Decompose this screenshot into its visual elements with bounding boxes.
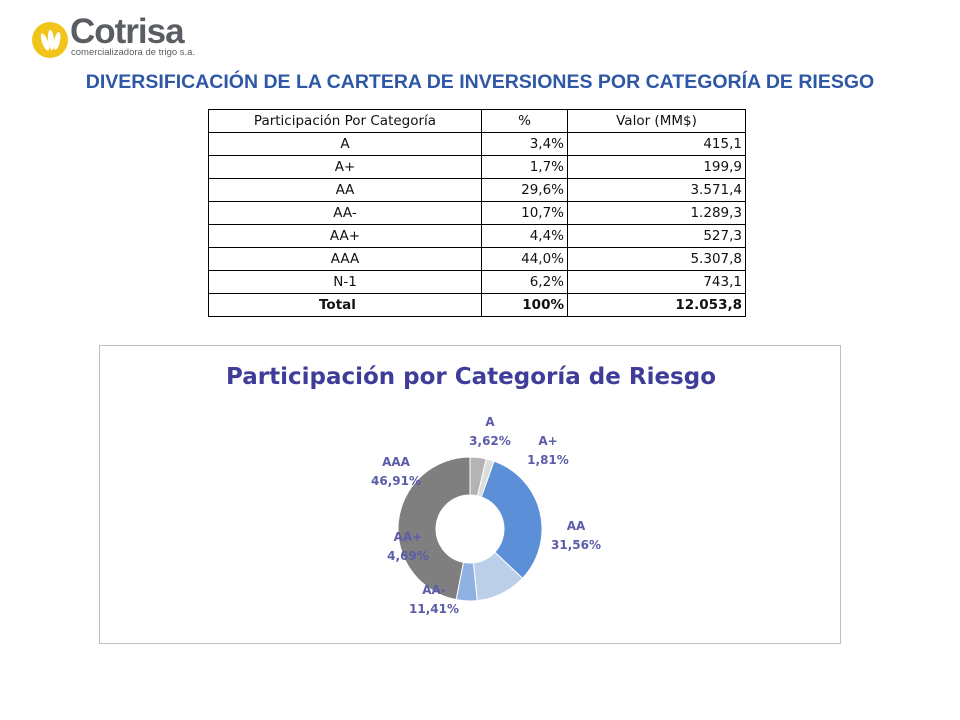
cell-category: A+	[208, 155, 482, 179]
cell-value: 527,3	[567, 224, 746, 248]
table-row: AA+ 4,4% 527,3	[208, 224, 746, 248]
table-header-row: Participación Por Categoría % Valor (MM$…	[208, 109, 746, 133]
cell-percent: 29,6%	[481, 178, 568, 202]
column-header-value: Valor (MM$)	[567, 109, 746, 133]
data-label-value: 4,69%	[387, 549, 429, 563]
cell-value: 743,1	[567, 270, 746, 294]
chart-container: Participación por Categoría de Riesgo A 3…	[99, 345, 841, 644]
data-label-category: AA	[567, 519, 586, 533]
data-label-value: 3,62%	[469, 434, 511, 448]
cell-value: 3.571,4	[567, 178, 746, 202]
cell-percent: 1,7%	[481, 155, 568, 179]
data-label-value: 11,41%	[409, 602, 459, 616]
table-row: A+ 1,7% 199,9	[208, 155, 746, 179]
cell-value: 199,9	[567, 155, 746, 179]
cell-category: AA-	[208, 201, 482, 225]
data-label-category: A	[485, 415, 495, 429]
page-title: DIVERSIFICACIÓN DE LA CARTERA DE INVERSI…	[85, 71, 875, 93]
data-label-value: 31,56%	[551, 538, 601, 552]
table-row: A 3,4% 415,1	[208, 132, 746, 156]
cell-category: AAA	[208, 247, 482, 271]
data-label-value: 1,81%	[527, 453, 569, 467]
cell-value: 1.289,3	[567, 201, 746, 225]
cell-percent: 6,2%	[481, 270, 568, 294]
logo-tagline: comercializadora de trigo s.a.	[71, 47, 196, 58]
table-row: AA 29,6% 3.571,4	[208, 178, 746, 202]
table-row: AAA 44,0% 5.307,8	[208, 247, 746, 271]
cell-value: 415,1	[567, 132, 746, 156]
cell-category: A	[208, 132, 482, 156]
wheat-logo-icon	[32, 22, 68, 58]
cell-total-value: 12.053,8	[567, 293, 746, 317]
column-header-category: Participación Por Categoría	[208, 109, 482, 133]
data-label-category: A+	[538, 434, 557, 448]
chart-title: Participación por Categoría de Riesgo	[225, 364, 717, 390]
data-label-category: AAA	[382, 455, 411, 469]
cell-percent: 44,0%	[481, 247, 568, 271]
cell-percent: 10,7%	[481, 201, 568, 225]
data-label-category: AA+	[394, 530, 423, 544]
cell-category: AA	[208, 178, 482, 202]
logo-name: Cotrisa	[70, 12, 185, 51]
column-header-percent: %	[481, 109, 568, 133]
cell-percent: 4,4%	[481, 224, 568, 248]
cotrisa-logo: Cotrisa comercializadora de trigo s.a.	[30, 12, 220, 64]
cell-total-percent: 100%	[481, 293, 568, 317]
cell-category: AA+	[208, 224, 482, 248]
table-row: N-1 6,2% 743,1	[208, 270, 746, 294]
cell-value: 5.307,8	[567, 247, 746, 271]
slice-aa	[480, 460, 543, 579]
cell-total-label: Total	[208, 293, 482, 317]
cell-percent: 3,4%	[481, 132, 568, 156]
risk-category-table: Participación Por Categoría % Valor (MM$…	[208, 109, 746, 317]
table-total-row: Total 100% 12.053,8	[208, 293, 746, 317]
data-label-category: AA-	[422, 583, 446, 597]
data-label-value: 46,91%	[371, 474, 421, 488]
slice-aaa	[397, 456, 471, 601]
table-row: AA- 10,7% 1.289,3	[208, 201, 746, 225]
cell-category: N-1	[208, 270, 482, 294]
donut-chart: A 3,62% A+ 1,81% AA 31,56% AA- 11,41% AA+ 4,69% AA…	[371, 415, 601, 616]
